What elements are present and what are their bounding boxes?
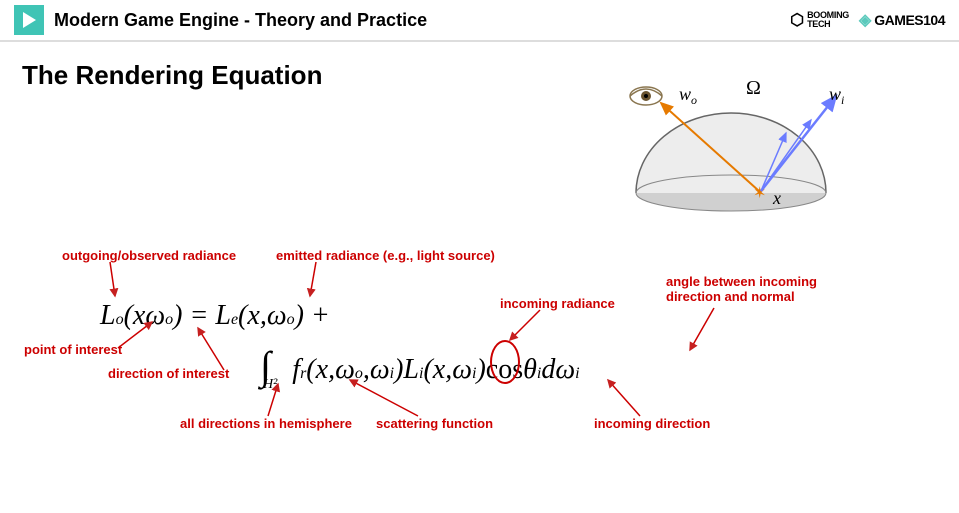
header-title: Modern Game Engine - Theory and Practice	[54, 10, 790, 31]
d: d	[541, 354, 555, 385]
wi: ω	[370, 354, 390, 385]
p6: )	[394, 354, 403, 385]
x3: x	[316, 354, 328, 385]
fr: f	[292, 354, 300, 385]
ann-incoming-dir: incoming direction	[594, 416, 710, 431]
p: (	[124, 300, 133, 331]
g104-icon: ◈	[859, 10, 871, 30]
ann-alldirs: all directions in hemisphere	[180, 416, 352, 431]
wo3-sub: o	[355, 365, 363, 382]
p8: )	[476, 354, 485, 385]
x4: x	[433, 354, 445, 385]
equation-line1: Lo(xωo) = Le(x,ωo) +	[100, 300, 330, 332]
wo: ω	[145, 300, 165, 331]
g104-text: GAMES104	[874, 12, 945, 28]
x: x	[133, 300, 145, 331]
dwi: ω	[555, 354, 575, 385]
Lo-sub: o	[116, 311, 124, 328]
logo-icon	[14, 5, 44, 35]
games104-logo: ◈ GAMES104	[859, 10, 945, 30]
header-bar: Modern Game Engine - Theory and Practice…	[0, 0, 959, 42]
eq: =	[182, 300, 215, 331]
brand-area: ⬡ BOOMING TECH ◈ GAMES104	[790, 10, 945, 30]
Le-sub: e	[231, 311, 238, 328]
ann-direction: direction of interest	[108, 366, 229, 381]
dwi-sub: i	[575, 365, 579, 382]
wi-label: wi	[829, 84, 844, 107]
hemisphere-diagram: Ω ✶ x wo wi	[611, 78, 851, 218]
p4: )	[295, 300, 304, 331]
Lo: L	[100, 300, 116, 331]
bt-line2: TECH	[807, 20, 849, 29]
ann-point: point of interest	[24, 342, 122, 357]
wo-sub: o	[165, 311, 173, 328]
int-domain: H²	[263, 377, 277, 392]
boomingtech-logo: ⬡ BOOMING TECH	[790, 10, 849, 30]
ann-scattering: scattering function	[376, 416, 493, 431]
theta: θ	[523, 354, 537, 385]
p5: (	[306, 354, 315, 385]
li-highlight-circle	[490, 340, 520, 384]
wo2: ω	[267, 300, 287, 331]
equation-line2: ∫H² fr(x,ωo,ωi)Li(x,ωi)cosθidωi	[260, 348, 580, 395]
ann-emitted: emitted radiance (e.g., light source)	[276, 248, 495, 263]
p7: (	[423, 354, 432, 385]
bt-icon: ⬡	[790, 10, 804, 30]
plus: +	[304, 300, 330, 331]
wo2-sub: o	[287, 311, 295, 328]
wi2: ω	[452, 354, 472, 385]
x2: x	[247, 300, 259, 331]
c: ,	[260, 300, 267, 331]
p3: (	[238, 300, 247, 331]
c1: ,	[328, 354, 335, 385]
x-label: x	[772, 188, 781, 208]
ann-angle: angle between incoming direction and nor…	[666, 274, 817, 304]
ann-incoming-rad: incoming radiance	[500, 296, 615, 311]
wo-label: wo	[679, 84, 697, 107]
Li: L	[403, 354, 419, 385]
Le: L	[215, 300, 231, 331]
omega-label: Ω	[746, 78, 761, 99]
wo3: ω	[335, 354, 355, 385]
ann-outgoing: outgoing/observed radiance	[62, 248, 236, 263]
c2: ,	[363, 354, 370, 385]
